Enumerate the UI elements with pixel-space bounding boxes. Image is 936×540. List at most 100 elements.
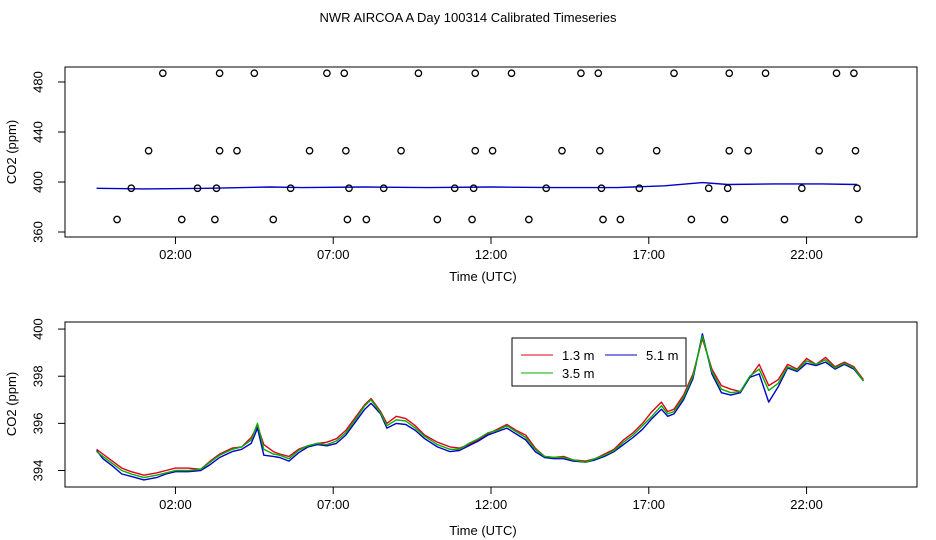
calibration-point	[725, 146, 734, 155]
calibration-point	[596, 146, 604, 155]
calibration-point	[362, 215, 371, 224]
x-tick-label: 12:00	[475, 247, 508, 262]
calibration-point	[113, 215, 121, 224]
calibration-point	[215, 69, 224, 78]
calibration-point	[215, 146, 224, 155]
calibration-point	[345, 184, 353, 193]
height-comparison-panel: 02:00 07:00 12:00 17:00 22:00 394 396 398 400 T…	[4, 318, 918, 538]
legend-label-1-3m: 1.3 m	[562, 348, 595, 363]
y-tick-label: 400	[30, 171, 45, 193]
x-tick-label: 02:00	[159, 497, 192, 512]
calibration-point	[469, 184, 478, 193]
calibration-point	[577, 69, 585, 78]
plot-frame	[64, 66, 918, 238]
y-tick-label: 480	[30, 71, 45, 93]
calibration-point	[158, 69, 167, 78]
calibration-point	[433, 215, 442, 224]
calibration-point	[744, 146, 753, 155]
calibration-point	[144, 146, 153, 155]
calibration-point	[397, 146, 405, 155]
calibration-point	[507, 69, 516, 78]
legend: 1.3 m 5.1 m 3.5 m	[511, 337, 687, 387]
calibration-point	[471, 69, 480, 78]
calibration-point	[269, 215, 278, 224]
calibration-point	[853, 184, 861, 193]
calibration-point	[233, 146, 241, 155]
calibration-point	[635, 184, 644, 193]
calibration-point	[720, 215, 729, 224]
calibration-point	[305, 146, 314, 155]
calibration-point	[616, 215, 625, 224]
data-marks	[96, 333, 864, 481]
y-axis-label: CO2 (ppm)	[4, 372, 19, 436]
calibration-point	[250, 69, 259, 78]
x-tick-label: 07:00	[317, 497, 350, 512]
x-tick-label: 07:00	[317, 247, 350, 262]
legend-label-3-5m: 3.5 m	[562, 366, 595, 381]
calibration-point	[542, 184, 551, 193]
calibration-point	[723, 184, 732, 193]
legend-box	[511, 337, 687, 387]
y-tick-label: 396	[30, 413, 45, 435]
calibration-point	[832, 69, 841, 78]
calibration-point	[815, 146, 824, 155]
calibration-point	[594, 69, 603, 78]
y-axis-label: CO2 (ppm)	[4, 120, 19, 184]
series-line-3-5-m	[96, 335, 864, 479]
calibration-point	[854, 215, 863, 224]
calibration-point	[725, 69, 734, 78]
calibration-point	[599, 215, 607, 224]
calibration-point	[341, 146, 350, 155]
y-tick-label: 440	[30, 121, 45, 143]
x-axis: 02:00 07:00 12:00 17:00 22:00	[159, 236, 823, 262]
y-axis: 360 400 440 480	[30, 71, 66, 243]
calibration-point	[450, 184, 459, 193]
calibration-point	[525, 215, 533, 224]
calibration-point	[687, 215, 696, 224]
x-axis-label: Time (UTC)	[449, 523, 516, 538]
calibration-point	[177, 215, 186, 224]
x-tick-label: 17:00	[633, 247, 666, 262]
calibration-point	[193, 184, 202, 193]
calibration-point	[670, 69, 678, 78]
series-line-5-1-m	[96, 333, 864, 481]
series-line-1-3-m	[96, 337, 864, 476]
x-tick-label: 17:00	[633, 497, 666, 512]
calibration-point	[597, 184, 606, 193]
calibration-point	[652, 146, 661, 155]
calibration-point	[780, 215, 789, 224]
calibration-point	[343, 215, 352, 224]
calibration-point	[211, 215, 219, 224]
y-tick-label: 360	[30, 221, 45, 243]
calibration-point	[704, 184, 713, 193]
x-axis-label: Time (UTC)	[449, 269, 516, 284]
y-tick-label: 400	[30, 318, 45, 340]
calibration-point	[761, 69, 770, 78]
calibration-point	[488, 146, 497, 155]
calibration-point	[414, 69, 423, 78]
legend-label-5-1m: 5.1 m	[646, 348, 679, 363]
calibrated-scatter-panel: 02:00 07:00 12:00 17:00 22:00 360 400 440 480 T…	[4, 66, 918, 284]
x-tick-label: 22:00	[790, 247, 823, 262]
calibration-point	[471, 146, 480, 155]
x-tick-label: 12:00	[475, 497, 508, 512]
series-line-5-1-m	[96, 181, 858, 190]
calibration-point	[286, 184, 295, 193]
calibration-point	[323, 69, 331, 78]
plot-frame	[64, 321, 918, 488]
y-tick-label: 398	[30, 365, 45, 387]
x-tick-label: 02:00	[159, 247, 192, 262]
calibration-point	[212, 184, 221, 193]
calibration-point	[340, 69, 349, 78]
x-axis: 02:00 07:00 12:00 17:00 22:00	[159, 486, 823, 512]
x-tick-label: 22:00	[790, 497, 823, 512]
calibration-point	[468, 215, 476, 224]
data-marks	[96, 69, 863, 224]
calibration-point	[379, 184, 388, 193]
calibration-point	[797, 184, 806, 193]
figure-title: NWR AIRCOA A Day 100314 Calibrated Times…	[320, 10, 617, 25]
calibration-point	[851, 146, 860, 155]
y-tick-label: 394	[30, 460, 45, 482]
y-axis: 394 396 398 400	[30, 318, 66, 482]
